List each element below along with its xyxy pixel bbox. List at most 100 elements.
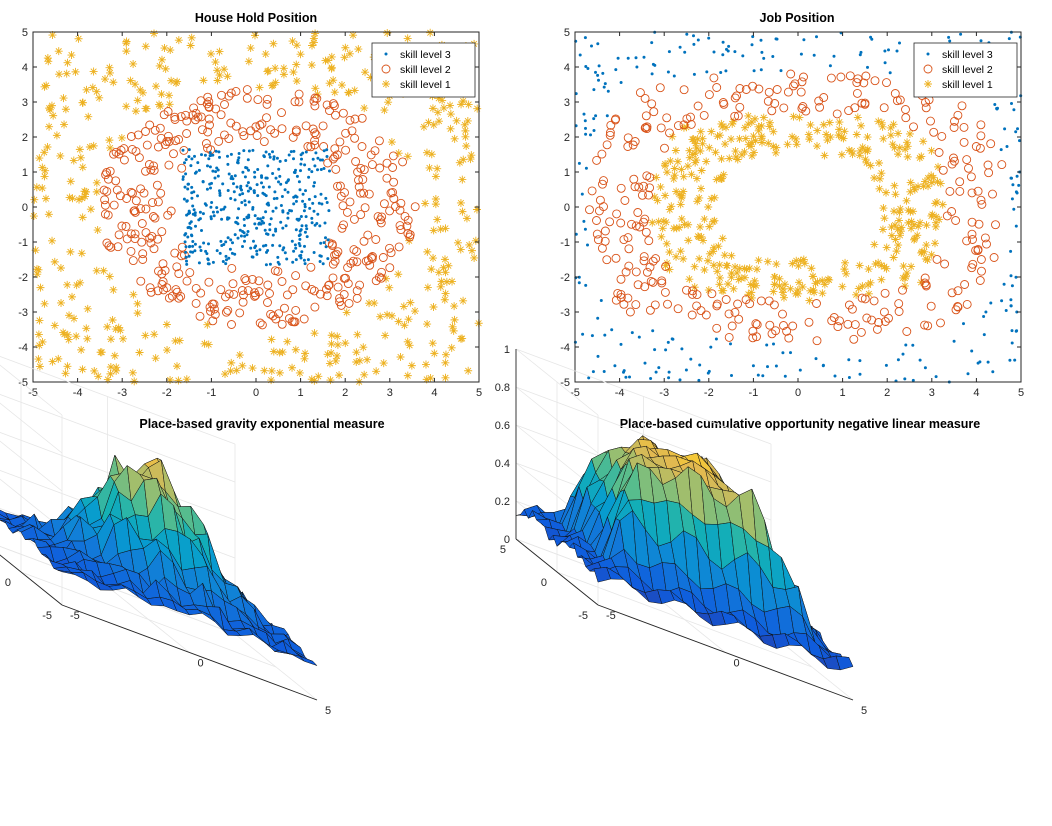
point-level-2 <box>147 231 157 241</box>
point-level-3 <box>208 165 212 169</box>
point-level-1 <box>106 335 115 344</box>
point-level-3 <box>883 49 887 53</box>
point-level-2 <box>174 269 184 279</box>
point-level-1 <box>131 107 140 116</box>
point-level-2 <box>220 100 229 109</box>
point-level-1 <box>700 215 709 224</box>
point-level-1 <box>863 145 872 154</box>
point-level-2 <box>109 200 119 210</box>
point-level-1 <box>55 70 64 79</box>
point-level-2 <box>130 229 140 239</box>
point-level-1 <box>461 126 470 135</box>
x-tick-label: -2 <box>704 387 714 399</box>
point-level-1 <box>105 63 114 72</box>
point-level-3 <box>294 258 298 262</box>
point-level-3 <box>218 193 222 197</box>
point-level-2 <box>619 235 629 245</box>
point-level-1 <box>161 64 170 73</box>
point-level-2 <box>829 313 839 322</box>
point-level-3 <box>828 64 832 68</box>
point-level-3 <box>209 153 213 157</box>
point-level-3 <box>591 370 595 374</box>
legend-label: skill level 2 <box>942 64 993 76</box>
point-level-2 <box>311 130 321 140</box>
point-level-2 <box>205 302 215 312</box>
point-level-1 <box>465 240 474 249</box>
grid-line <box>0 394 236 483</box>
point-level-3 <box>815 35 818 39</box>
point-level-2 <box>385 206 395 216</box>
point-level-2 <box>645 305 655 315</box>
point-level-1 <box>441 350 450 359</box>
point-level-2 <box>274 309 284 319</box>
point-level-2 <box>127 144 137 154</box>
point-level-1 <box>742 265 751 274</box>
point-level-3 <box>303 230 307 234</box>
point-level-3 <box>235 185 239 189</box>
point-level-3 <box>982 333 986 337</box>
point-level-3 <box>310 221 314 225</box>
point-level-1 <box>204 340 213 349</box>
point-level-3 <box>184 232 188 236</box>
point-level-3 <box>222 207 226 211</box>
point-level-1 <box>737 274 746 283</box>
point-level-1 <box>823 136 832 145</box>
point-level-3 <box>606 89 610 93</box>
point-level-1 <box>433 108 442 117</box>
point-level-3 <box>783 374 787 378</box>
point-level-2 <box>942 211 952 221</box>
point-level-2 <box>909 122 918 132</box>
point-level-1 <box>654 217 663 226</box>
point-level-1 <box>713 267 722 276</box>
point-level-2 <box>174 135 184 144</box>
point-level-3 <box>187 254 191 258</box>
point-level-2 <box>117 221 127 231</box>
point-level-2 <box>102 186 112 196</box>
point-level-1 <box>326 376 335 385</box>
point-level-2 <box>204 114 214 124</box>
point-level-1 <box>141 331 150 340</box>
point-level-2 <box>389 194 399 203</box>
point-level-1 <box>696 127 705 136</box>
point-level-2 <box>895 95 905 105</box>
point-level-1 <box>44 210 53 219</box>
point-level-1 <box>793 286 802 295</box>
point-level-1 <box>750 276 759 285</box>
point-level-1 <box>211 58 220 67</box>
point-level-2 <box>605 130 615 140</box>
point-level-3 <box>299 215 303 218</box>
point-level-1 <box>157 55 166 64</box>
point-level-1 <box>718 234 727 243</box>
point-level-3 <box>220 217 224 221</box>
point-level-2 <box>148 212 158 221</box>
point-level-3 <box>651 329 655 333</box>
point-level-1 <box>310 329 319 338</box>
point-level-3 <box>197 168 201 172</box>
point-level-2 <box>623 133 633 143</box>
cumulative-plot-title: Place-based cumulative opportunity negat… <box>620 417 981 431</box>
point-level-1 <box>705 222 714 231</box>
point-level-3 <box>582 219 586 223</box>
point-level-3 <box>667 376 671 380</box>
point-level-1 <box>875 174 884 183</box>
point-level-1 <box>813 277 822 286</box>
point-level-3 <box>326 257 330 261</box>
point-level-1 <box>325 359 334 368</box>
point-level-3 <box>196 194 199 198</box>
point-level-1 <box>352 357 361 366</box>
point-level-3 <box>246 230 250 233</box>
point-level-1 <box>728 119 737 128</box>
cumulative-surface-plot: Place-based cumulative opportunity negat… <box>495 344 981 717</box>
point-level-3 <box>226 154 229 158</box>
point-level-1 <box>82 85 91 94</box>
point-level-2 <box>687 289 697 299</box>
point-level-1 <box>735 264 744 273</box>
point-level-2 <box>623 293 633 303</box>
point-level-1 <box>932 198 941 207</box>
point-level-3 <box>923 366 927 370</box>
point-level-2 <box>398 157 408 167</box>
point-level-1 <box>422 375 431 384</box>
point-level-2 <box>386 248 396 258</box>
point-level-2 <box>730 307 740 317</box>
point-level-1 <box>751 136 760 145</box>
